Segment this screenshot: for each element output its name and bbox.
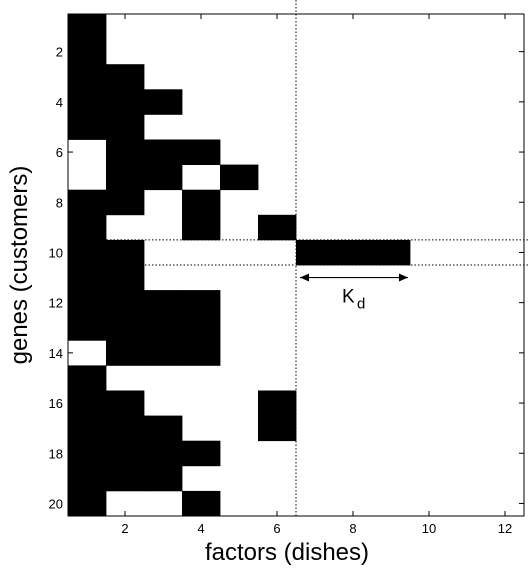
matrix-cell [106, 114, 145, 140]
matrix-cell [68, 490, 107, 517]
matrix-cell [106, 440, 145, 467]
matrix-cell [144, 340, 183, 366]
matrix-cell [182, 189, 221, 216]
matrix-cell [106, 465, 145, 492]
matrix-cell [182, 315, 221, 341]
kd-arrow-head-right [399, 273, 408, 282]
matrix-cell [68, 14, 107, 40]
matrix-cell [182, 340, 221, 366]
matrix-cell [144, 440, 183, 467]
matrix-cell [106, 139, 145, 165]
matrix-cell [182, 139, 221, 165]
y-tick-label: 16 [49, 396, 63, 411]
x-tick-label: 12 [498, 521, 512, 536]
y-tick-label: 10 [49, 245, 63, 260]
matrix-cell [68, 189, 107, 216]
axis-ticks: 2 4 6 8 10 12 2 4 6 8 10 12 14 16 18 20 [49, 14, 524, 536]
matrix-cell [106, 265, 145, 291]
matrix-cell [68, 290, 107, 316]
matrix-cell [68, 239, 107, 266]
matrix-cell [334, 239, 373, 266]
matrix-cell [106, 315, 145, 341]
matrix-cell [68, 390, 107, 416]
matrix-cell [68, 315, 107, 341]
matrix-cell [220, 164, 259, 191]
y-tick-label: 20 [49, 496, 63, 511]
y-tick-label: 4 [56, 95, 63, 110]
matrix-cell [68, 265, 107, 291]
matrix-cell [106, 89, 145, 115]
y-tick-label: 12 [49, 296, 63, 311]
kd-label-subscript: d [357, 296, 365, 313]
y-tick-label: 2 [56, 45, 63, 60]
matrix-cell [372, 239, 411, 266]
matrix-cell [68, 39, 107, 65]
matrix-cell [106, 290, 145, 316]
y-tick-label: 18 [49, 446, 63, 461]
matrix-cell [106, 340, 145, 366]
x-tick-label: 2 [121, 521, 128, 536]
matrix-cells [68, 14, 411, 517]
matrix-cell [144, 164, 183, 191]
matrix-cell [106, 390, 145, 416]
x-tick-label: 4 [197, 521, 204, 536]
y-tick-label: 8 [56, 195, 63, 210]
matrix-cell [144, 290, 183, 316]
x-tick-label: 6 [273, 521, 280, 536]
matrix-cell [144, 315, 183, 341]
matrix-cell [182, 214, 221, 241]
matrix-cell [106, 239, 145, 266]
matrix-cell [68, 114, 107, 140]
matrix-cell [258, 415, 297, 442]
matrix-cell [68, 415, 107, 442]
matrix-cell [182, 290, 221, 316]
matrix-cell [144, 89, 183, 115]
matrix-cell [144, 139, 183, 165]
x-tick-label: 10 [422, 521, 436, 536]
matrix-cell [258, 390, 297, 416]
kd-arrow-head-left [300, 273, 309, 282]
matrix-cell [106, 415, 145, 442]
matrix-cell [144, 465, 183, 492]
matrix-cell [296, 239, 335, 266]
kd-label: K [342, 287, 355, 308]
matrix-cell [258, 214, 297, 241]
matrix-cell [106, 189, 145, 216]
matrix-cell [106, 64, 145, 90]
y-axis-label: genes (customers) [6, 166, 33, 365]
y-tick-label: 6 [56, 145, 63, 160]
matrix-cell [68, 89, 107, 115]
matrix-cell [68, 465, 107, 492]
matrix-cell [68, 64, 107, 90]
matrix-cell [68, 440, 107, 467]
matrix-cell [106, 164, 145, 191]
matrix-cell [68, 365, 107, 391]
matrix-cell [68, 214, 107, 241]
x-tick-label: 8 [349, 521, 356, 536]
matrix-cell [144, 415, 183, 442]
matrix-cell [182, 440, 221, 467]
plot-frame [67, 13, 525, 517]
y-tick-label: 14 [49, 346, 63, 361]
x-axis-label: factors (dishes) [205, 539, 369, 566]
